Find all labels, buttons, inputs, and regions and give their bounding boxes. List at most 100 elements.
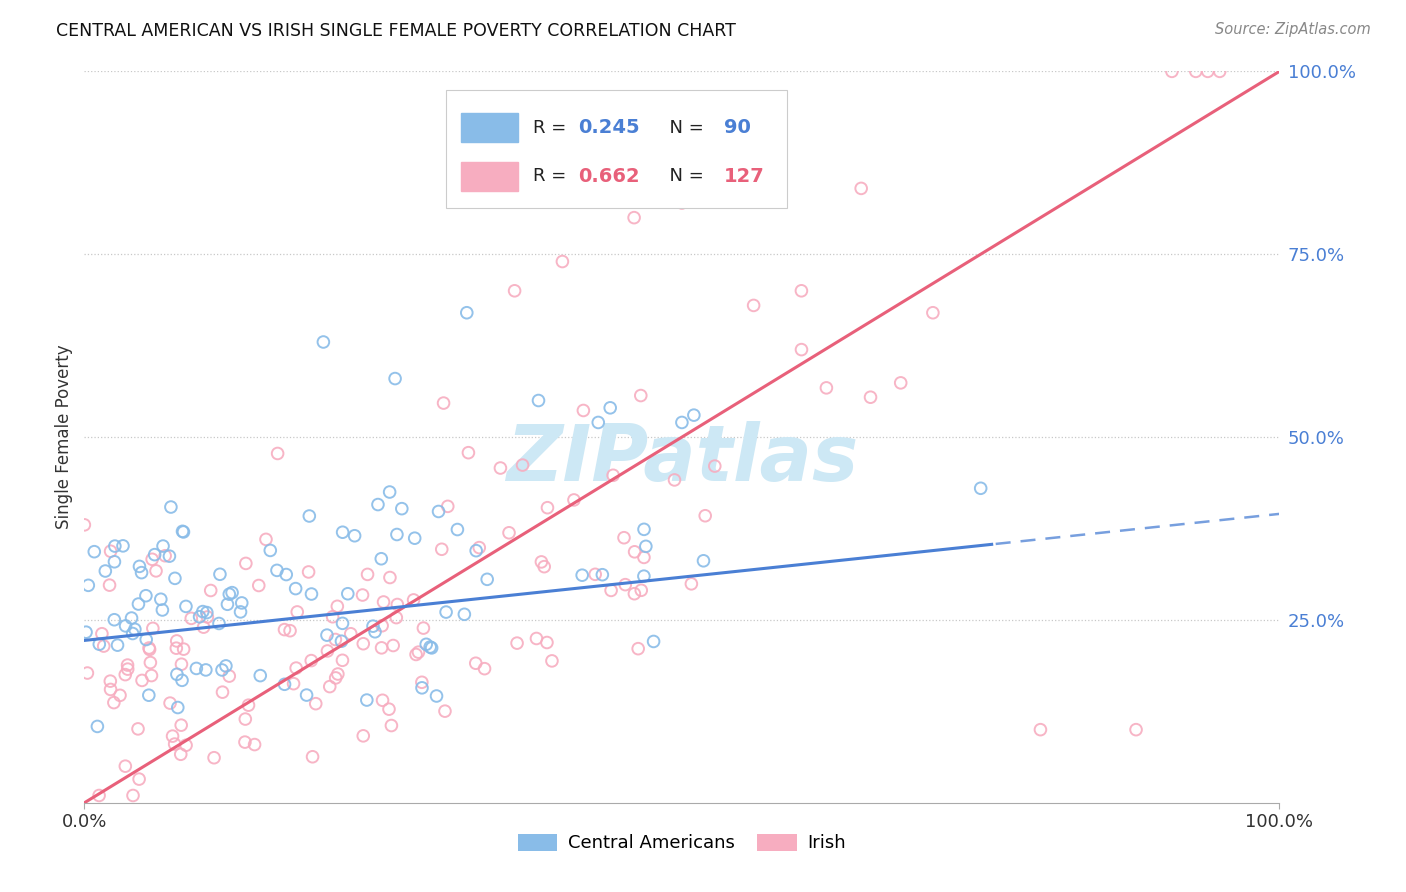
Point — [108, 689, 131, 703]
Point — [103, 613, 125, 627]
Point — [221, 585, 243, 599]
Point — [373, 595, 395, 609]
Point — [683, 408, 706, 422]
Point — [114, 759, 136, 773]
Point — [356, 567, 378, 582]
Point — [195, 610, 218, 624]
Point — [217, 597, 239, 611]
Point — [623, 587, 645, 601]
Point — [163, 737, 186, 751]
Point — [336, 587, 359, 601]
Point — [411, 681, 433, 695]
Point — [527, 393, 550, 408]
Point — [890, 376, 912, 390]
Point — [191, 605, 214, 619]
Point — [247, 578, 270, 592]
Point — [465, 543, 488, 558]
Point — [512, 458, 534, 472]
Point — [536, 500, 558, 515]
Point — [249, 668, 271, 682]
Point — [193, 620, 215, 634]
Point — [89, 637, 111, 651]
Point — [298, 508, 321, 523]
Point — [141, 552, 163, 566]
Point — [446, 523, 468, 537]
FancyBboxPatch shape — [461, 161, 519, 191]
Point — [76, 666, 98, 681]
Text: ZIPatlas: ZIPatlas — [506, 421, 858, 497]
Point — [326, 667, 349, 681]
Point — [922, 306, 945, 320]
Point — [671, 416, 693, 430]
Point — [211, 663, 233, 677]
Point — [1197, 64, 1219, 78]
Point — [614, 577, 637, 591]
Point — [273, 623, 295, 637]
Point — [131, 566, 153, 580]
Point — [141, 668, 163, 682]
Point — [229, 605, 252, 619]
Point — [402, 593, 425, 607]
Point — [188, 609, 211, 624]
Point — [322, 609, 344, 624]
Point — [436, 500, 458, 514]
Point — [378, 485, 401, 500]
Point — [477, 572, 499, 586]
Point — [489, 461, 512, 475]
Point — [630, 388, 652, 402]
Point — [434, 605, 457, 619]
Point — [233, 735, 256, 749]
Point — [259, 543, 281, 558]
Point — [633, 550, 655, 565]
Point — [352, 729, 374, 743]
Point — [703, 459, 725, 474]
Point — [583, 567, 606, 582]
Point — [533, 559, 555, 574]
Point — [367, 498, 389, 512]
Point — [419, 640, 441, 654]
Point — [630, 583, 652, 598]
Point — [316, 644, 339, 658]
Point — [588, 416, 610, 430]
Text: N =: N = — [658, 119, 710, 136]
Point — [457, 445, 479, 459]
Point — [114, 619, 136, 633]
Point — [1209, 64, 1232, 78]
Point — [425, 689, 447, 703]
Point — [671, 196, 693, 211]
Point — [121, 626, 143, 640]
Point — [613, 531, 636, 545]
Point — [405, 648, 427, 662]
Point — [305, 697, 328, 711]
Point — [111, 539, 134, 553]
Point — [404, 531, 426, 545]
Point — [361, 619, 384, 633]
Point — [172, 524, 194, 539]
Point — [301, 587, 323, 601]
Point — [160, 500, 183, 514]
Point — [94, 564, 117, 578]
Point — [1029, 723, 1052, 737]
Point — [415, 637, 437, 651]
Point — [194, 663, 217, 677]
FancyBboxPatch shape — [447, 90, 787, 208]
Point — [238, 698, 260, 713]
Point — [200, 583, 222, 598]
Point — [202, 750, 225, 764]
Point — [408, 645, 430, 659]
Point — [352, 637, 374, 651]
Point — [326, 599, 349, 614]
Point — [387, 598, 409, 612]
Point — [790, 343, 813, 357]
Point — [384, 371, 406, 385]
Point — [122, 789, 145, 803]
Point — [254, 533, 277, 547]
Point — [591, 567, 613, 582]
Point — [208, 616, 231, 631]
Point — [316, 628, 339, 642]
Point — [100, 544, 122, 558]
Point — [600, 583, 623, 598]
Point — [1125, 723, 1147, 737]
Point — [339, 626, 361, 640]
Point — [530, 555, 553, 569]
